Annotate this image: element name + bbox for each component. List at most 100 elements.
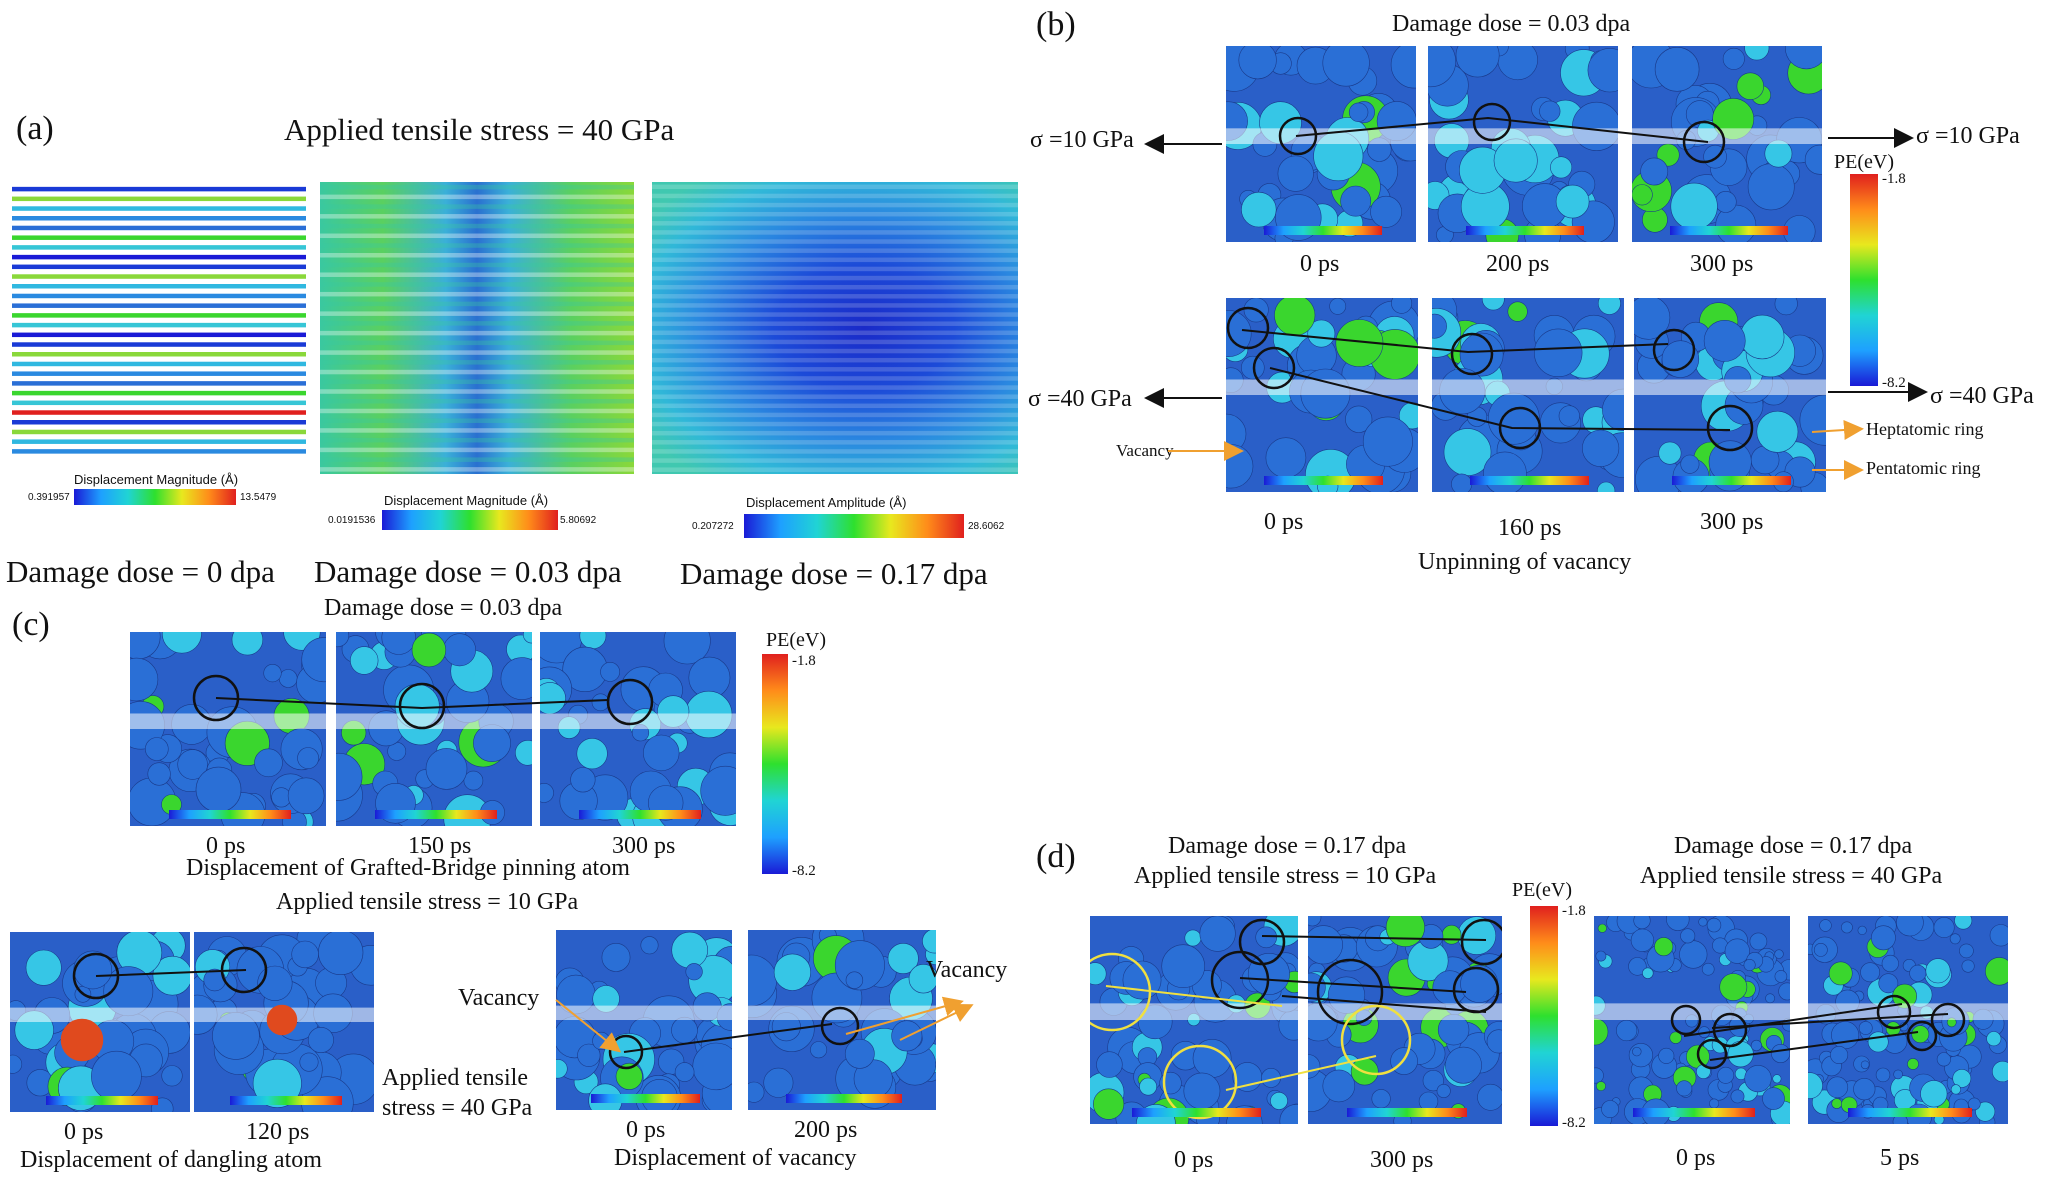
caption-017dpa: Damage dose = 0.17 dpa xyxy=(680,556,988,591)
pe-min-d: -8.2 xyxy=(1562,1115,1586,1131)
colorbar-max-0dpa: 13.5479 xyxy=(240,492,277,503)
mini-colorbar xyxy=(1670,226,1788,235)
atom-snapshot xyxy=(556,930,732,1110)
stress-40-line2: stress = 40 GPa xyxy=(382,1095,533,1121)
time-label-c-dangling: 0 ps xyxy=(64,1119,104,1145)
legend-title-003dpa: Displacement Magnitude (Å) xyxy=(384,493,549,508)
colorbar-min-003dpa: 0.0191536 xyxy=(328,515,376,526)
atom-snapshot xyxy=(1432,298,1624,492)
time-label-b-top: 300 ps xyxy=(1690,251,1754,277)
panel-c-title: Damage dose = 0.03 dpa xyxy=(324,595,563,621)
displacement-map-003dpa xyxy=(320,182,634,474)
displacement-map-0dpa xyxy=(12,184,306,456)
track-line-b-upper xyxy=(1241,329,1669,354)
panel-c-top-caption: Displacement of Grafted-Bridge pinning a… xyxy=(186,855,630,881)
mini-colorbar xyxy=(591,1094,701,1103)
atom-snapshot xyxy=(1308,916,1502,1124)
stress-40-line1: Applied tensile xyxy=(382,1065,528,1091)
time-label-b-top: 200 ps xyxy=(1486,251,1550,277)
dangling-caption: Displacement of dangling atom xyxy=(20,1147,322,1173)
panel-d-right-title-2: Applied tensile stress = 40 GPa xyxy=(1640,863,1943,889)
colorbar-min-017dpa: 0.207272 xyxy=(692,521,734,532)
atom-snapshot xyxy=(748,930,936,1110)
time-label-c-top: 150 ps xyxy=(408,833,472,859)
time-label-b-top: 0 ps xyxy=(1300,251,1340,277)
panel-d-left-title-2: Applied tensile stress = 10 GPa xyxy=(1134,863,1437,889)
legend-title-017dpa: Displacement Amplitude (Å) xyxy=(746,495,907,510)
panel-a-letter: (a) xyxy=(16,110,54,147)
pe-colorbar-c xyxy=(762,654,788,874)
time-label-d-right: 5 ps xyxy=(1880,1145,1920,1171)
atom-snapshot xyxy=(540,632,736,826)
atom-snapshot xyxy=(1226,46,1416,242)
heptatomic-ring-label: Heptatomic ring xyxy=(1866,419,1984,439)
pe-label-d: PE(eV) xyxy=(1512,879,1572,901)
panel-b-caption: Unpinning of vacancy xyxy=(1418,549,1632,575)
mini-colorbar xyxy=(1848,1108,1972,1117)
mini-colorbar xyxy=(1131,1108,1261,1117)
stress-label-b-top-left: σ =10 GPa xyxy=(1030,127,1134,153)
mini-colorbar xyxy=(1633,1108,1755,1117)
panel-b-title: Damage dose = 0.03 dpa xyxy=(1392,11,1631,37)
atom-snapshot xyxy=(1632,46,1822,242)
pe-min-b: -8.2 xyxy=(1882,375,1906,391)
track-line-d-2 xyxy=(1239,977,1467,993)
panel-c-letter: (c) xyxy=(12,606,50,643)
colorbar-max-003dpa: 5.80692 xyxy=(560,515,597,526)
mini-colorbar xyxy=(579,810,701,819)
stress-label-b-bottom-left: σ =40 GPa xyxy=(1028,386,1132,412)
stress-label-b-bottom-right: σ =40 GPa xyxy=(1930,383,2034,409)
colorbar-003dpa xyxy=(382,510,558,530)
vacancy-label-b: Vacancy xyxy=(1116,441,1174,460)
pe-max-c: -1.8 xyxy=(792,653,816,669)
track-line-c-top xyxy=(215,697,609,710)
atom-snapshot xyxy=(1226,298,1418,492)
time-label-d-left: 0 ps xyxy=(1174,1147,1214,1173)
track-line-d-1 xyxy=(1261,935,1487,941)
panel-b-letter: (b) xyxy=(1036,6,1076,43)
caption-0dpa: Damage dose = 0 dpa xyxy=(6,554,275,589)
track-line-d-3 xyxy=(1281,995,1487,1013)
panel-d-left-title-1: Damage dose = 0.17 dpa xyxy=(1168,833,1407,859)
mini-colorbar xyxy=(1264,476,1384,485)
pe-min-c: -8.2 xyxy=(792,863,816,879)
time-label-d-right: 0 ps xyxy=(1676,1145,1716,1171)
atom-snapshot xyxy=(1634,298,1826,492)
atom-snapshot xyxy=(1090,916,1298,1124)
panel-d-letter: (d) xyxy=(1036,838,1076,875)
mini-colorbar xyxy=(1264,226,1382,235)
time-label-b-bottom: 160 ps xyxy=(1498,515,1562,541)
vacancy-arrow-c-right-1 xyxy=(845,996,964,1035)
time-label-c-top: 0 ps xyxy=(206,833,246,859)
mini-colorbar xyxy=(1470,476,1590,485)
displacement-map-017dpa xyxy=(652,182,1018,474)
panel-c-stress-10: Applied tensile stress = 10 GPa xyxy=(276,889,579,915)
atom-snapshot xyxy=(130,632,326,826)
time-label-c-dangling: 120 ps xyxy=(246,1119,310,1145)
colorbar-0dpa xyxy=(74,489,236,505)
vacancy-arrow-c-right-2 xyxy=(899,1003,974,1041)
heptatomic-arrow xyxy=(1811,420,1864,440)
vacancy-caption: Displacement of vacancy xyxy=(614,1145,857,1171)
pentatomic-ring-label: Pentatomic ring xyxy=(1866,458,1981,478)
track-line-c-dangling xyxy=(95,969,247,977)
track-line-d-yellow-1 xyxy=(1105,985,1283,1007)
track-line-b-lower xyxy=(1269,367,1731,431)
track-line-d-4 xyxy=(1683,1003,1903,1037)
vacancy-label-c-left: Vacancy xyxy=(458,985,540,1011)
atom-snapshot xyxy=(1594,916,1790,1124)
colorbar-min-0dpa: 0.391957 xyxy=(28,492,70,503)
pe-label-b: PE(eV) xyxy=(1834,151,1894,173)
atom-snapshot xyxy=(1808,916,2008,1124)
pe-colorbar-d xyxy=(1530,906,1558,1126)
time-label-c-vacancy: 200 ps xyxy=(794,1117,858,1143)
time-label-c-vacancy: 0 ps xyxy=(626,1117,666,1143)
track-line-d-yellow-2 xyxy=(1225,1055,1377,1091)
stress-label-b-top-right: σ =10 GPa xyxy=(1916,123,2020,149)
atom-snapshot xyxy=(194,932,374,1112)
atom-snapshot xyxy=(1428,46,1618,242)
track-line-c-vacancy xyxy=(623,1023,833,1053)
track-line-d-5 xyxy=(1711,1013,1949,1029)
mini-colorbar xyxy=(1672,476,1792,485)
